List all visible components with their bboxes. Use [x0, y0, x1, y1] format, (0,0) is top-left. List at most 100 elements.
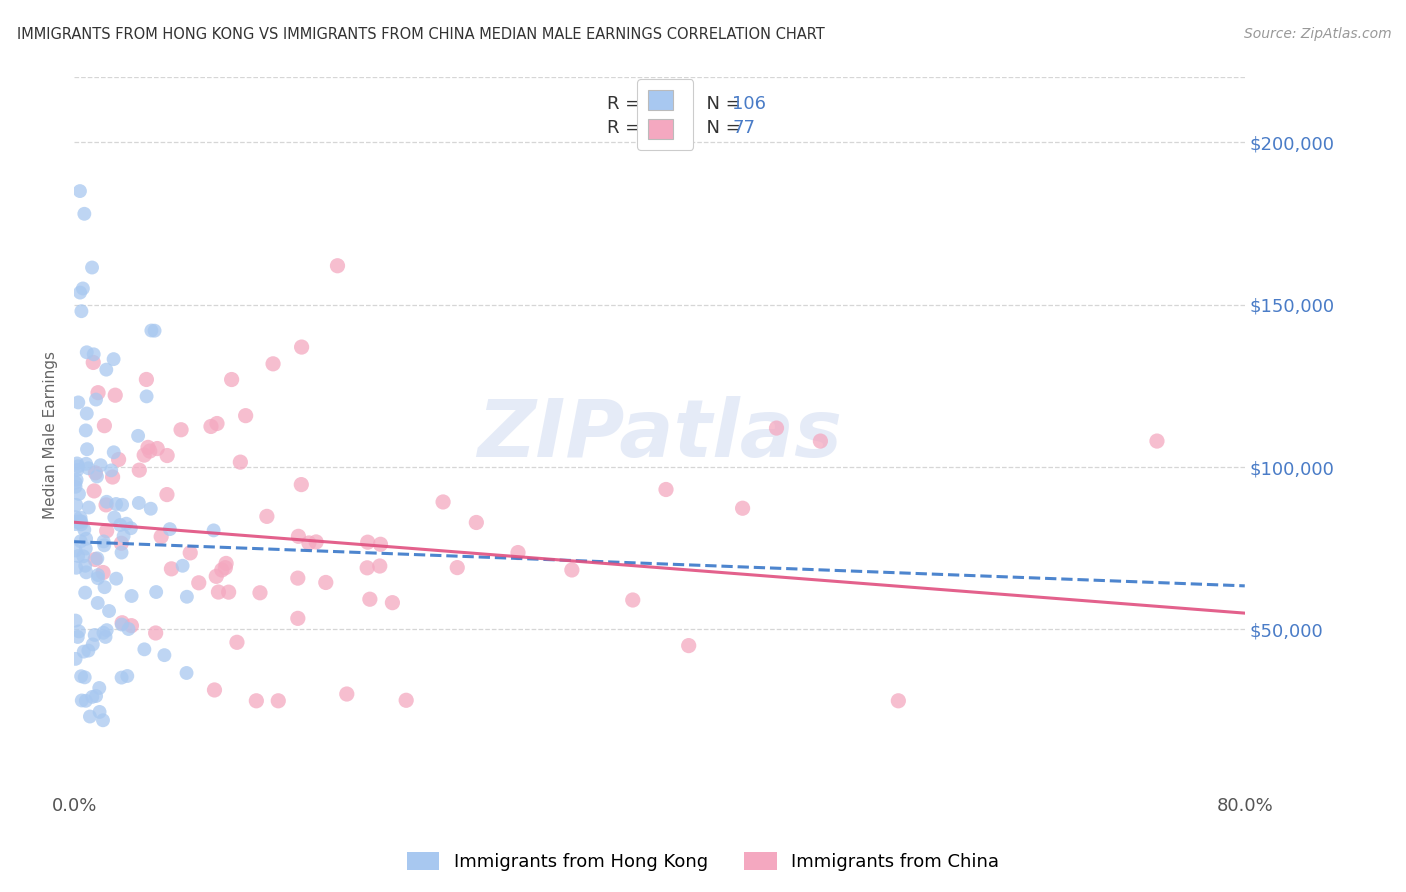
Point — [66, 630, 89, 644]
Point — [65, 510, 87, 524]
Point — [86, 551, 108, 566]
Point — [70, 693, 93, 707]
Text: 77: 77 — [733, 119, 755, 136]
Point — [66, 457, 89, 471]
Point — [93, 625, 115, 640]
Point — [69, 285, 91, 300]
Point — [65, 480, 87, 494]
Point — [245, 694, 267, 708]
Point — [179, 546, 201, 560]
Point — [287, 611, 309, 625]
Point — [315, 575, 337, 590]
Point — [381, 596, 404, 610]
Point — [65, 560, 87, 574]
Point — [87, 385, 110, 400]
Point — [75, 585, 97, 599]
Point — [111, 498, 134, 512]
Point — [446, 560, 468, 574]
Point — [93, 534, 115, 549]
Point — [67, 395, 90, 409]
Point — [76, 345, 98, 359]
Point — [887, 694, 910, 708]
Point — [69, 184, 91, 198]
Point — [176, 665, 198, 680]
Point — [120, 521, 142, 535]
Point — [87, 571, 110, 585]
Legend: Immigrants from Hong Kong, Immigrants from China: Immigrants from Hong Kong, Immigrants fr… — [399, 846, 1007, 879]
Point — [93, 580, 115, 594]
Point — [139, 501, 162, 516]
Point — [159, 522, 181, 536]
Point — [84, 466, 107, 480]
Point — [160, 562, 183, 576]
Point — [73, 645, 96, 659]
Point — [117, 669, 139, 683]
Point — [172, 558, 194, 573]
Point — [110, 671, 132, 685]
Point — [111, 615, 134, 630]
Text: N =: N = — [695, 119, 752, 136]
Point — [655, 483, 678, 497]
Point — [153, 648, 176, 662]
Point — [72, 549, 94, 564]
Point — [267, 694, 290, 708]
Point — [506, 545, 529, 559]
Text: R =: R = — [607, 119, 651, 136]
Point — [75, 457, 97, 471]
Point — [368, 559, 391, 574]
Text: Source: ZipAtlas.com: Source: ZipAtlas.com — [1244, 27, 1392, 41]
Point — [370, 537, 392, 551]
Point — [105, 497, 128, 511]
Point — [77, 461, 100, 475]
Point — [256, 509, 278, 524]
Point — [103, 510, 125, 524]
Point — [84, 552, 107, 566]
Point — [134, 642, 156, 657]
Point — [89, 681, 111, 695]
Point — [70, 517, 93, 532]
Point — [678, 639, 700, 653]
Point — [305, 535, 328, 549]
Point — [100, 463, 122, 477]
Point — [765, 421, 787, 435]
Point — [117, 622, 139, 636]
Point — [93, 538, 115, 552]
Point — [146, 442, 169, 456]
Point — [112, 529, 135, 543]
Point — [145, 626, 167, 640]
Point — [96, 362, 118, 376]
Point — [65, 498, 87, 512]
Point — [86, 469, 108, 483]
Point — [77, 500, 100, 515]
Point — [336, 687, 359, 701]
Point — [67, 459, 90, 474]
Text: ZIPatlas: ZIPatlas — [477, 395, 842, 474]
Point — [156, 487, 179, 501]
Point — [128, 496, 150, 510]
Point — [96, 524, 118, 538]
Point — [290, 477, 312, 491]
Point — [621, 593, 644, 607]
Point — [101, 470, 124, 484]
Point — [94, 630, 117, 644]
Point — [214, 560, 236, 574]
Point — [110, 545, 132, 559]
Point — [359, 592, 381, 607]
Point — [66, 463, 89, 477]
Point — [229, 455, 252, 469]
Point — [298, 536, 321, 550]
Point — [200, 419, 222, 434]
Y-axis label: Median Male Earnings: Median Male Earnings — [44, 351, 58, 518]
Point — [202, 524, 225, 538]
Point — [205, 417, 228, 431]
Point — [115, 516, 138, 531]
Point — [80, 260, 103, 275]
Point — [69, 534, 91, 549]
Point — [75, 532, 97, 546]
Point — [75, 566, 97, 580]
Point — [121, 589, 143, 603]
Point — [731, 501, 754, 516]
Point — [145, 585, 167, 599]
Point — [73, 670, 96, 684]
Point — [70, 304, 93, 318]
